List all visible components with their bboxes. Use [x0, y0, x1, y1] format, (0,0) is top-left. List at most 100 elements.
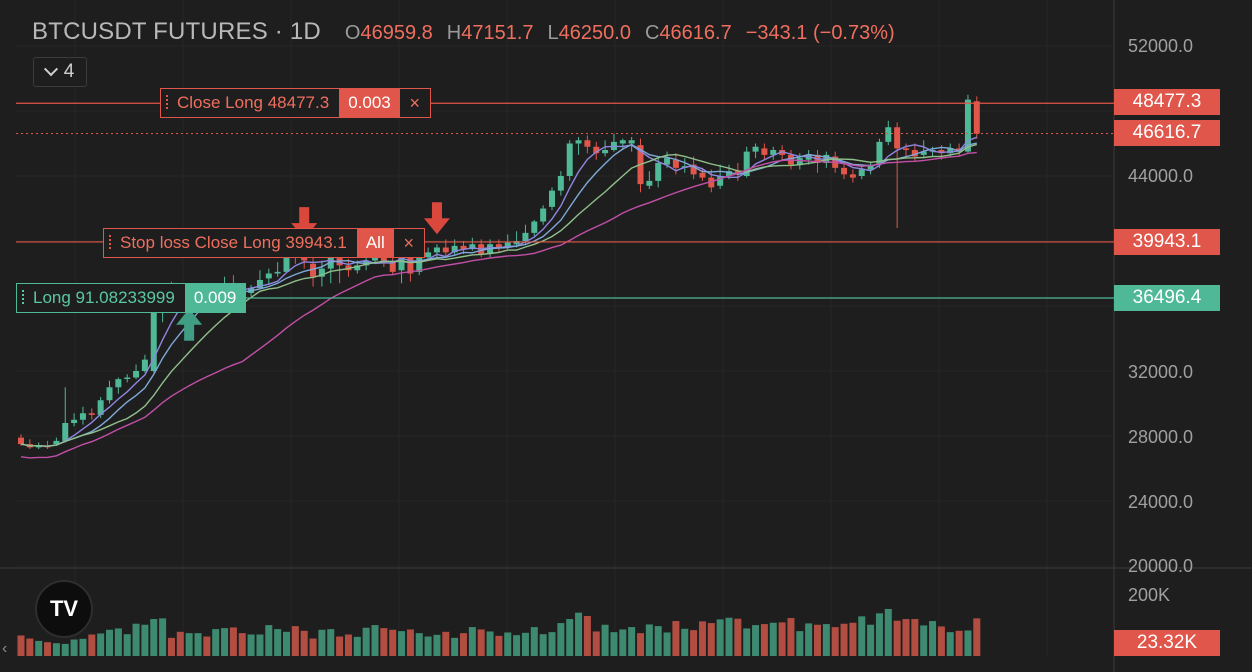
volume-bar — [575, 612, 583, 656]
volume-bar — [805, 623, 813, 656]
volume-bar — [185, 633, 193, 656]
volume-bar — [619, 629, 627, 656]
candle-body — [770, 150, 777, 155]
moving-average-line — [20, 142, 977, 447]
volume-bar — [911, 619, 919, 656]
volume-bar — [566, 619, 574, 656]
volume-bar — [52, 643, 60, 656]
candle-body — [451, 245, 458, 253]
volume-bar — [743, 628, 751, 656]
ohlc-close: 46616.7 — [659, 22, 732, 44]
price-tick: 52000.0 — [1128, 36, 1194, 56]
volume-bar — [291, 626, 299, 656]
volume-bar — [283, 631, 290, 656]
volume-bar — [97, 633, 105, 656]
volume-current-tag: 23.32K — [1114, 630, 1220, 656]
price-tick: 28000.0 — [1128, 427, 1194, 447]
candle-body — [256, 280, 263, 289]
volume-bar — [79, 638, 87, 656]
last-price-tag: 46616.7 — [1114, 120, 1220, 146]
volume-bar — [681, 628, 689, 656]
drag-handle-icon[interactable] — [17, 284, 29, 312]
volume-bar — [769, 622, 777, 656]
long-position-label: Long 91.08233999 — [33, 288, 175, 307]
ohlc-open: 46959.8 — [360, 22, 433, 44]
price-tick: 24000.0 — [1128, 492, 1194, 512]
candle-body — [283, 249, 290, 272]
chevron-down-icon — [43, 62, 58, 77]
drag-handle-icon[interactable] — [161, 89, 173, 117]
volume-bar — [495, 635, 503, 656]
candle-body — [274, 271, 281, 274]
volume-bar — [840, 623, 848, 656]
volume-bar — [371, 625, 379, 656]
candle-body — [584, 140, 591, 147]
candles-layer — [18, 94, 980, 449]
chevron-left-icon[interactable]: ‹ — [2, 640, 8, 657]
volume-bar — [752, 625, 760, 656]
close-long-qty[interactable]: 0.003 — [339, 89, 400, 117]
candle-body — [575, 140, 582, 144]
indicators-toggle-button[interactable]: 4 — [33, 57, 87, 87]
candle-body — [849, 174, 856, 178]
candle-body — [141, 359, 148, 371]
candle-body — [460, 245, 467, 250]
volume-bar — [229, 627, 237, 656]
drag-handle-icon[interactable] — [104, 229, 116, 257]
candle-body — [664, 158, 671, 165]
candle-body — [549, 190, 555, 207]
candle-body — [416, 257, 423, 272]
candle-body — [947, 148, 954, 154]
volume-bar — [212, 629, 220, 656]
volume-bar — [814, 624, 821, 656]
candle-body — [513, 241, 520, 245]
tradingview-logo-icon[interactable]: TV — [35, 580, 93, 638]
close-long-order[interactable]: Close Long 48477.3 0.003 × — [160, 88, 431, 118]
candle-body — [310, 263, 317, 277]
candle-body — [425, 252, 432, 258]
symbol-title[interactable]: BTCUSDT FUTURES · 1D — [32, 18, 321, 45]
volume-bar — [442, 631, 450, 656]
stop-loss-order[interactable]: Stop loss Close Long 39943.1 All × — [103, 228, 425, 258]
volume-bar — [380, 628, 388, 656]
volume-bar — [504, 632, 512, 656]
candle-body — [124, 377, 131, 379]
ohlc-close-key: C — [644, 22, 660, 44]
volume-bar — [159, 618, 167, 656]
volume-bar — [964, 630, 972, 656]
volume-bar — [150, 619, 158, 656]
ohlc-low: 46250.0 — [558, 22, 631, 44]
volume-bar — [725, 617, 733, 656]
volume-bar — [690, 630, 698, 656]
candle-body — [133, 371, 140, 378]
moving-averages-layer — [20, 136, 978, 459]
volume-bar — [26, 638, 34, 656]
volume-bar — [884, 608, 892, 656]
candle-body — [752, 146, 759, 152]
volume-bar — [247, 634, 255, 656]
ohlc-open-key: O — [344, 22, 361, 44]
stop-loss-qty[interactable]: All — [356, 229, 394, 257]
long-position[interactable]: Long 91.08233999 0.009 — [16, 283, 247, 313]
volume-bar — [468, 627, 476, 656]
candle-body — [593, 146, 600, 154]
sell-arrow-icon — [423, 202, 450, 235]
close-icon[interactable]: × — [409, 92, 420, 113]
candle-body — [531, 221, 538, 233]
volume-bar — [362, 627, 370, 656]
price-tick: 20000.0 — [1128, 556, 1194, 576]
volume-bar — [265, 625, 273, 656]
ohlc-low-key: L — [547, 22, 559, 44]
volume-bar — [530, 627, 538, 656]
volume-bar — [424, 636, 432, 656]
candle-body — [345, 265, 352, 271]
candle-body — [690, 164, 697, 175]
volume-bar — [61, 643, 69, 656]
candle-body — [442, 247, 449, 253]
candle-body — [265, 273, 272, 279]
volume-bar — [601, 624, 609, 656]
volume-bar — [132, 623, 140, 656]
close-long-label: Close Long 48477.3 — [177, 93, 330, 112]
long-position-qty[interactable]: 0.009 — [184, 284, 246, 312]
close-icon[interactable]: × — [403, 232, 414, 253]
